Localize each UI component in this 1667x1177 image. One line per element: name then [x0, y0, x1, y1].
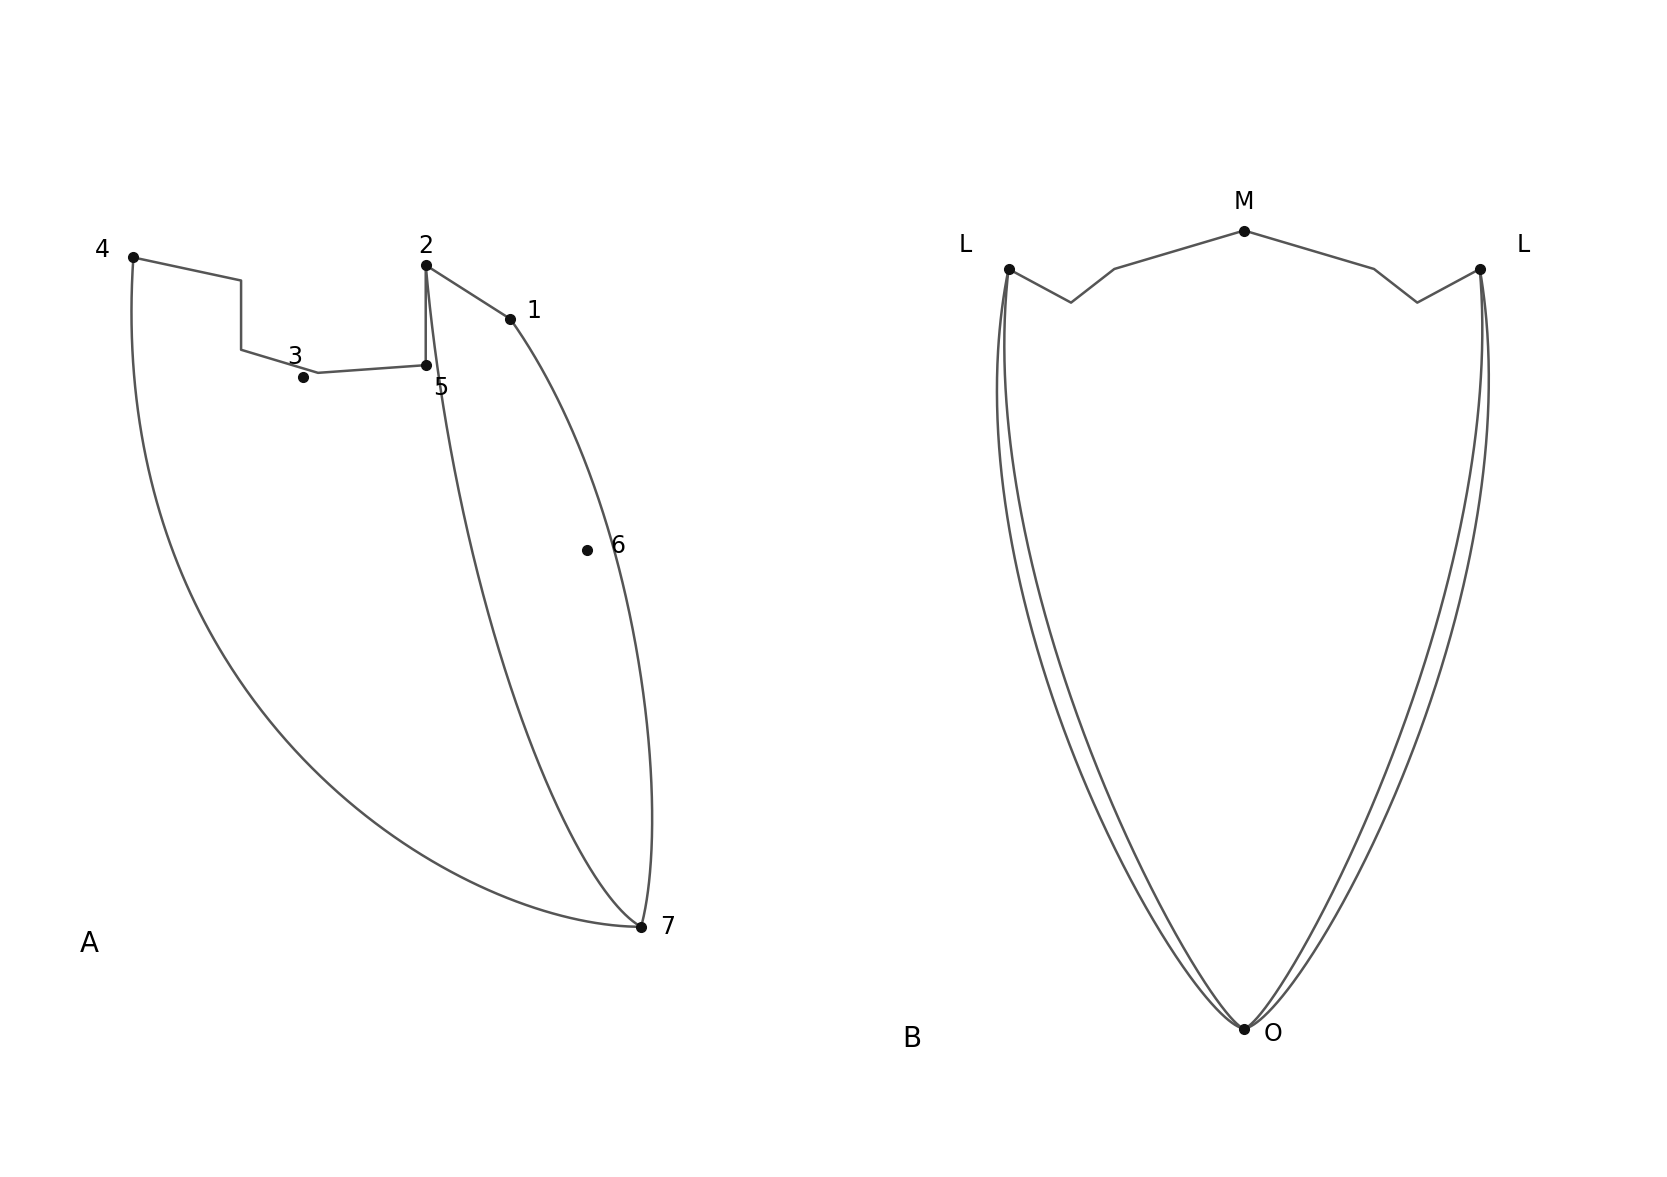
Text: 5: 5 — [433, 377, 448, 400]
Text: 3: 3 — [287, 346, 302, 370]
Text: 4: 4 — [95, 238, 110, 261]
Text: M: M — [1234, 189, 1254, 214]
Text: 1: 1 — [527, 299, 540, 324]
Text: 6: 6 — [610, 534, 625, 558]
Text: L: L — [1517, 233, 1530, 257]
Text: A: A — [80, 930, 98, 958]
Text: O: O — [1264, 1022, 1282, 1045]
Text: 2: 2 — [418, 234, 433, 258]
Text: 7: 7 — [660, 915, 675, 939]
Text: L: L — [959, 233, 972, 257]
Text: B: B — [904, 1025, 922, 1052]
